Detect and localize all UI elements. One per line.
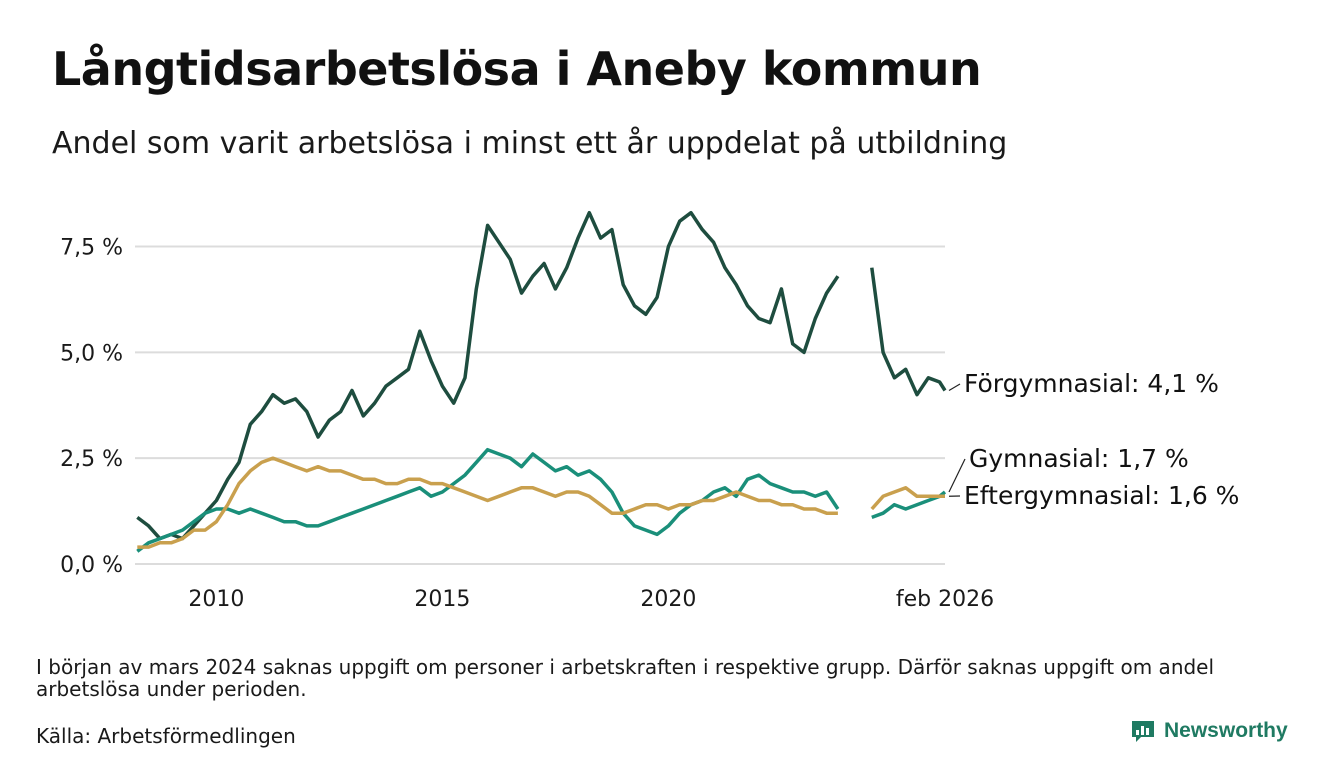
y-axis: 0,0 % 2,5 % 5,0 % 7,5 % xyxy=(60,236,123,578)
footnote: I början av mars 2024 saknas uppgift om … xyxy=(36,655,1215,701)
leader-line xyxy=(948,383,961,391)
y-tick-label: 0,0 % xyxy=(60,553,123,578)
y-tick-label: 2,5 % xyxy=(60,447,123,472)
leader-line xyxy=(948,458,966,493)
x-tick-label: 2020 xyxy=(640,587,696,612)
x-axis: 2010 2015 2020 feb 2026 xyxy=(188,587,994,612)
series-end-label: Förgymnasial: 4,1 % xyxy=(964,369,1219,398)
brand-name: Newsworthy xyxy=(1164,719,1288,742)
source-credit: Källa: Arbetsförmedlingen xyxy=(36,724,296,748)
y-tick-label: 7,5 % xyxy=(60,236,123,261)
line-chart: 0,0 % 2,5 % 5,0 % 7,5 % 2010 2015 2020 feb 202… xyxy=(60,210,1239,612)
page-title: Långtidsarbetslösa i Aneby kommun xyxy=(52,42,982,96)
x-tick-label: 2010 xyxy=(188,587,244,612)
bar-chart-icon xyxy=(1132,721,1154,742)
series-labels: Förgymnasial: 4,1 % Gymnasial: 1,7 % Efter… xyxy=(948,369,1239,510)
series-end-label: Eftergymnasial: 1,6 % xyxy=(964,481,1239,510)
series-line-eftergymnasial xyxy=(137,456,945,549)
page-subtitle: Andel som varit arbetslösa i minst ett å… xyxy=(52,126,1008,161)
series-layer xyxy=(136,210,947,553)
grid-layer xyxy=(135,245,945,565)
brand-logo[interactable]: Newsworthy xyxy=(1130,718,1288,744)
y-tick-label: 5,0 % xyxy=(60,341,123,366)
x-tick-label: 2015 xyxy=(414,587,470,612)
series-end-label: Gymnasial: 1,7 % xyxy=(969,444,1189,473)
x-tick-label: feb 2026 xyxy=(896,587,994,612)
series-line-förgymnasial xyxy=(136,210,947,541)
